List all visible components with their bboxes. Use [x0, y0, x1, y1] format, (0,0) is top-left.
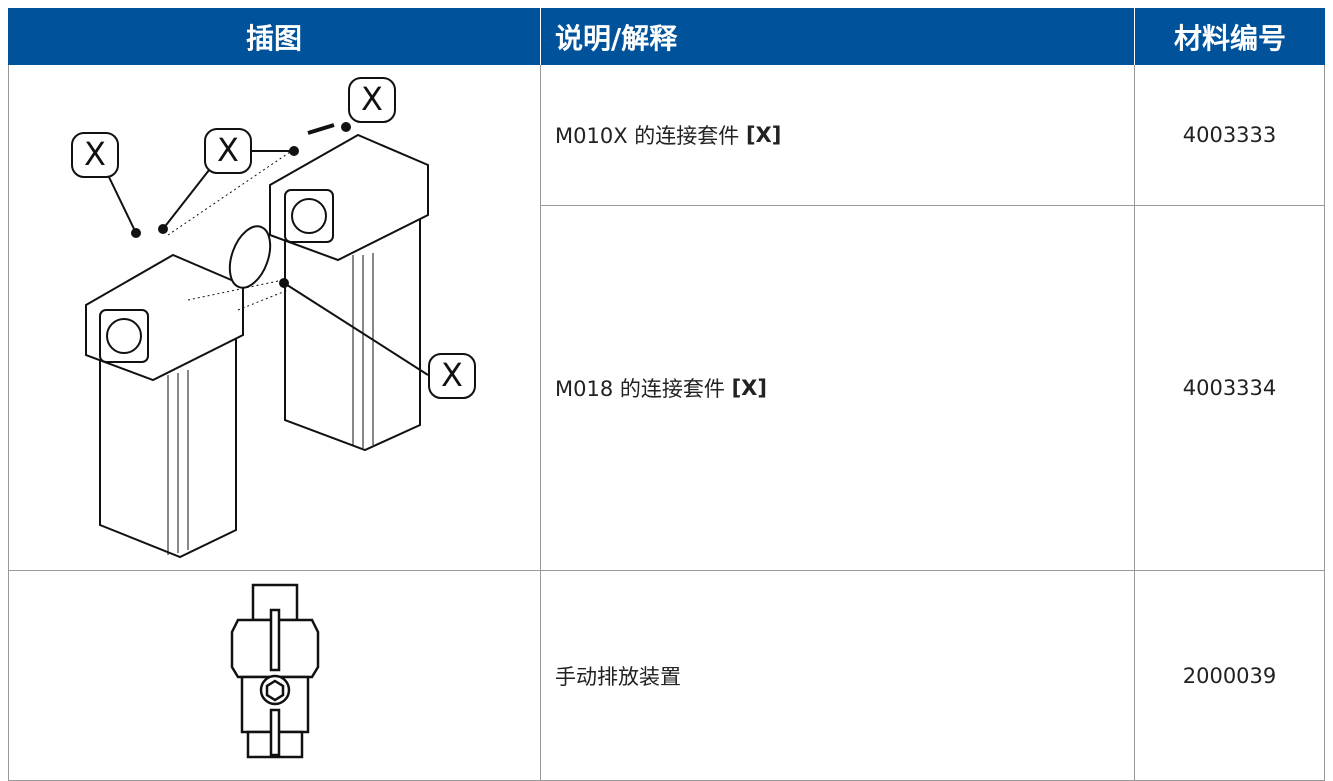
callout-label: X	[441, 356, 463, 394]
seal-ring	[228, 225, 272, 289]
callout-label: X	[217, 131, 239, 169]
description-tag: [X]	[731, 376, 767, 400]
callout-leaders	[107, 122, 429, 376]
number-cell: 4003334	[1135, 206, 1325, 571]
description-cell: M010X 的连接套件 [X]	[541, 65, 1135, 206]
number-cell: 4003333	[1135, 65, 1325, 206]
guide-lines	[167, 149, 294, 311]
description-cell: M018 的连接套件 [X]	[541, 206, 1135, 571]
description: M018 的连接套件	[555, 377, 725, 401]
left-housing	[85, 253, 244, 559]
header-cell: 插图	[8, 8, 541, 65]
header-cell: 材料编号	[1135, 8, 1325, 65]
description-tag: [X]	[745, 123, 782, 147]
illustration-cell	[8, 65, 541, 571]
description-cell: 手动排放装置	[541, 571, 1135, 781]
callout-label: X	[84, 135, 106, 173]
number-cell: 2000039	[1135, 571, 1325, 781]
callout-box	[71, 132, 119, 178]
filter-illustration: X X X X	[71, 77, 476, 559]
description: M010X 的连接套件	[555, 124, 740, 148]
callout-box	[204, 128, 252, 174]
drain-valve-illustration	[230, 583, 320, 759]
callout-box	[348, 77, 396, 123]
callout-box	[428, 353, 476, 399]
header-cell: 说明/解释	[541, 8, 1135, 65]
right-housing	[269, 133, 429, 452]
callout-label: X	[361, 80, 383, 118]
